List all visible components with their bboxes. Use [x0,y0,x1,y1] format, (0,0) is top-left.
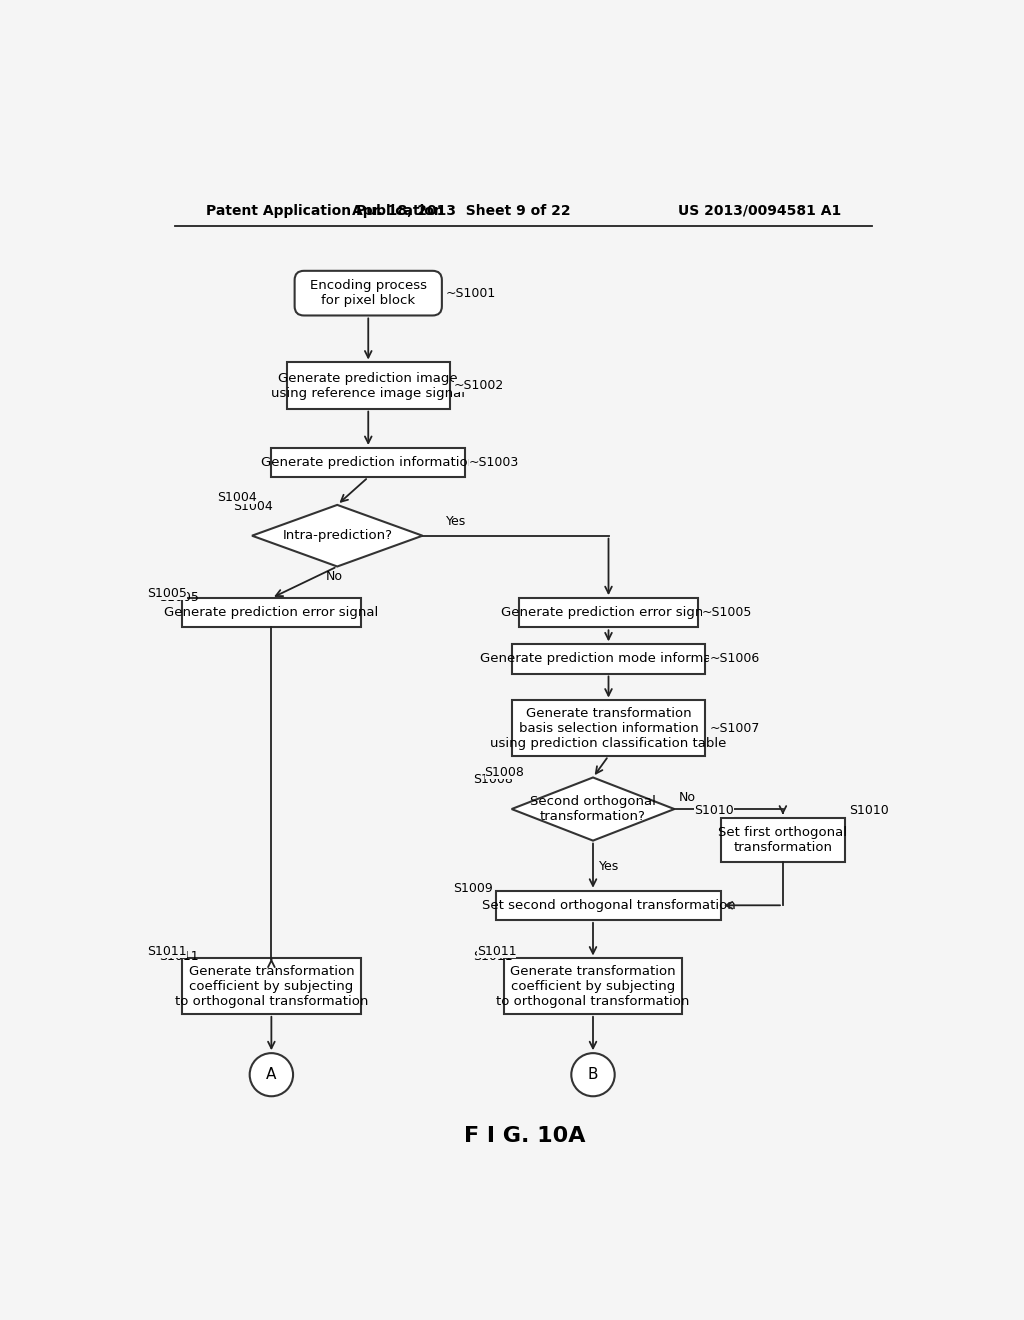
Text: ~S1002: ~S1002 [454,379,504,392]
Text: Patent Application Publication: Patent Application Publication [206,203,443,218]
Text: ~S1007: ~S1007 [710,722,760,735]
Bar [504,958,682,1014]
Text: S1010: S1010 [849,804,889,817]
Text: ~S1006: ~S1006 [710,652,760,665]
Text: S1011: S1011 [477,945,516,958]
Text: S1005: S1005 [147,587,187,601]
Text: S1008: S1008 [484,766,524,779]
Text: S1011: S1011 [473,950,512,964]
Text: Generate prediction error signal: Generate prediction error signal [164,606,379,619]
Text: ~S1007: ~S1007 [710,722,760,735]
Bar [496,891,721,920]
Text: S1004: S1004 [217,491,257,504]
Bar [512,701,706,756]
Polygon shape [252,506,423,566]
Bar [519,598,697,627]
Text: Generate prediction information: Generate prediction information [261,455,476,469]
Circle shape [571,1053,614,1096]
Text: Generate prediction error signal: Generate prediction error signal [502,606,716,619]
Text: ~S1001: ~S1001 [445,286,496,300]
Bar [512,644,706,673]
Text: Apr. 18, 2013  Sheet 9 of 22: Apr. 18, 2013 Sheet 9 of 22 [352,203,570,218]
Text: S1005: S1005 [147,587,187,601]
Text: S1009: S1009 [454,883,494,896]
Text: ~S1005: ~S1005 [701,606,752,619]
Text: ~S1002: ~S1002 [454,379,504,392]
Bar [287,363,450,409]
Text: ~S1007: ~S1007 [710,722,760,735]
Text: S1008: S1008 [473,774,513,787]
Text: ~S1006: ~S1006 [710,652,760,665]
Text: Set second orthogonal transformation: Set second orthogonal transformation [481,899,735,912]
Text: Encoding process
for pixel block: Encoding process for pixel block [309,279,427,308]
Text: A: A [266,1067,276,1082]
Text: Generate transformation
coefficient by subjecting
to orthogonal transformation: Generate transformation coefficient by s… [175,965,368,1007]
Text: S1010: S1010 [693,804,733,817]
Text: ~S1003: ~S1003 [469,455,519,469]
Bar [182,958,360,1014]
Text: No: No [326,570,343,583]
Text: Set first orthogonal
transformation: Set first orthogonal transformation [719,826,848,854]
Text: S1011: S1011 [477,945,516,958]
Text: B: B [588,1067,598,1082]
Bar [271,447,465,478]
Text: S1009: S1009 [454,882,494,895]
Text: ~S1003: ~S1003 [469,455,519,469]
Text: Generate transformation
coefficient by subjecting
to orthogonal transformation: Generate transformation coefficient by s… [497,965,690,1007]
FancyBboxPatch shape [295,271,442,315]
Text: ~S1005: ~S1005 [701,606,752,619]
Text: S1008: S1008 [484,766,524,779]
Text: S1004: S1004 [232,500,272,513]
Text: S1010: S1010 [693,804,733,817]
Text: Second orthogonal
transformation?: Second orthogonal transformation? [530,795,656,824]
Text: ~S1003: ~S1003 [469,455,519,469]
Text: S1011: S1011 [147,945,187,958]
Text: No: No [678,791,695,804]
Text: Yes: Yes [599,861,620,874]
Text: Generate transformation
basis selection information
using prediction classificat: Generate transformation basis selection … [490,706,727,750]
Text: Generate prediction image
using reference image signal: Generate prediction image using referenc… [271,371,465,400]
Circle shape [250,1053,293,1096]
Text: S1004: S1004 [217,491,257,504]
Text: ~S1005: ~S1005 [701,606,752,619]
Text: ~S1002: ~S1002 [454,379,504,392]
Text: Yes: Yes [445,515,466,528]
Text: Generate prediction mode information: Generate prediction mode information [480,652,737,665]
Text: S1005: S1005 [159,591,199,603]
Text: S1011: S1011 [147,945,187,958]
Polygon shape [512,777,675,841]
Text: S1011: S1011 [159,950,199,964]
Text: US 2013/0094581 A1: US 2013/0094581 A1 [678,203,841,218]
Text: ~S1001: ~S1001 [445,286,496,300]
Bar [721,817,845,862]
Text: ~S1001: ~S1001 [445,286,496,300]
Bar [182,598,360,627]
Text: ~S1006: ~S1006 [710,652,760,665]
Text: F I G. 10A: F I G. 10A [464,1126,586,1146]
Text: Intra-prediction?: Intra-prediction? [283,529,392,543]
Text: S1009: S1009 [454,882,494,895]
